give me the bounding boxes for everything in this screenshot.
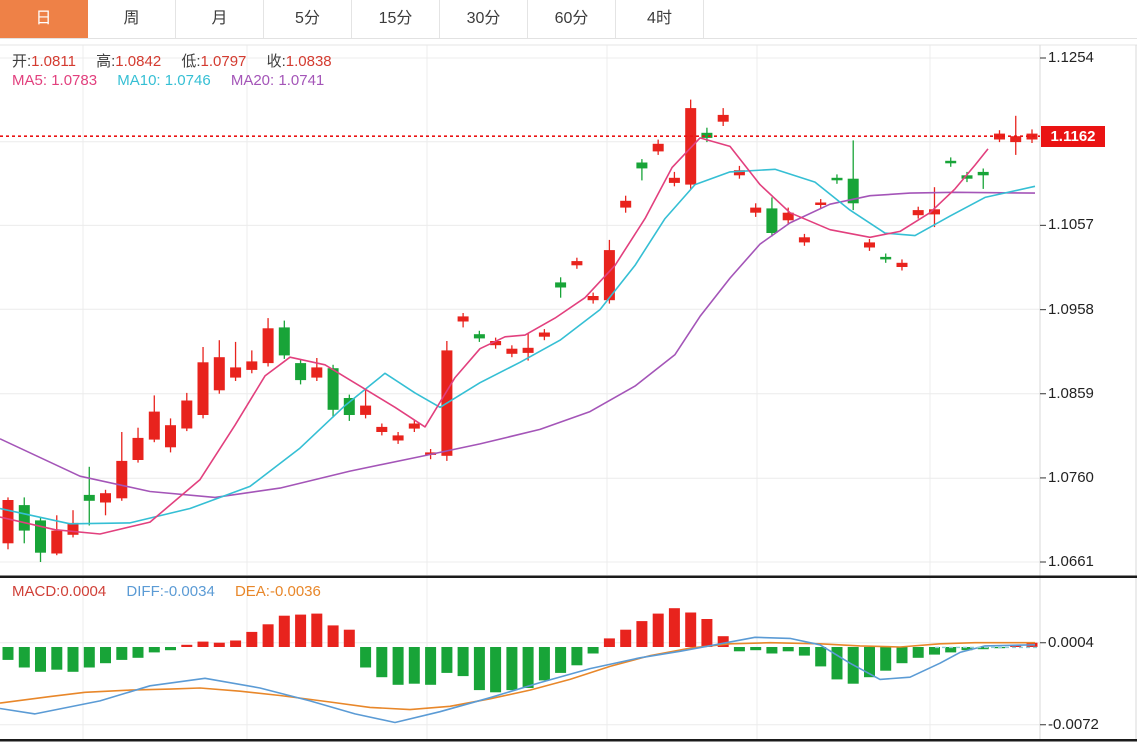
low-label: 低: bbox=[181, 53, 201, 70]
timeframe-tabbar: 日 周 月 5分 15分 30分 60分 4时 bbox=[0, 0, 1137, 39]
close-label: 收: bbox=[266, 53, 286, 70]
price-tick-label: 1.0859 bbox=[1048, 385, 1094, 402]
macd-histogram-layer bbox=[2, 608, 1038, 693]
macd-lines-layer bbox=[0, 636, 1040, 724]
tab-week[interactable]: 周 bbox=[88, 0, 176, 38]
tab-4hour[interactable]: 4时 bbox=[616, 0, 704, 38]
macd-label: MACD: bbox=[12, 583, 61, 600]
diff-value: -0.0034 bbox=[163, 583, 215, 600]
tab-month[interactable]: 月 bbox=[176, 0, 264, 38]
open-label: 开: bbox=[12, 53, 32, 70]
macd-tick-label: -0.0072 bbox=[1048, 716, 1099, 733]
macd-header: MACD:0.0004 DIFF:-0.0034 DEA:-0.0036 bbox=[12, 583, 337, 600]
panel-dividers bbox=[0, 575, 1137, 742]
macd-tick-label: 0.0004 bbox=[1048, 634, 1094, 651]
macd-value: 0.0004 bbox=[60, 583, 107, 600]
price-tick-label: 1.0661 bbox=[1048, 553, 1094, 570]
last-price-badge: 1.1162 bbox=[1041, 126, 1105, 147]
tab-30min[interactable]: 30分 bbox=[440, 0, 528, 38]
price-tick-label: 1.1254 bbox=[1048, 49, 1094, 66]
ohlc-header: 开:1.0811 高:1.0842 低:1.0797 收:1.0838 bbox=[12, 50, 348, 71]
tab-day[interactable]: 日 bbox=[0, 0, 88, 38]
dea-label: DEA: bbox=[234, 583, 270, 600]
price-tick-label: 1.0760 bbox=[1048, 469, 1094, 486]
open-value: 1.0811 bbox=[31, 53, 76, 70]
dea-value: -0.0036 bbox=[269, 583, 321, 600]
high-value: 1.0842 bbox=[115, 53, 162, 70]
ma5-label: MA5: bbox=[12, 72, 48, 89]
close-value: 1.0838 bbox=[285, 53, 332, 70]
ma10-value: 1.0746 bbox=[164, 72, 211, 89]
tab-60min[interactable]: 60分 bbox=[528, 0, 616, 38]
ma-header: MA5: 1.0783 MA10: 1.0746 MA20: 1.0741 bbox=[12, 72, 340, 89]
ma20-label: MA20: bbox=[230, 72, 275, 89]
price-tick-label: 1.0958 bbox=[1048, 301, 1094, 318]
price-tick-label: 1.1057 bbox=[1048, 216, 1094, 233]
diff-label: DIFF: bbox=[126, 583, 164, 600]
high-label: 高: bbox=[96, 53, 116, 70]
tab-5min[interactable]: 5分 bbox=[264, 0, 352, 38]
ma-lines-layer bbox=[0, 137, 1036, 535]
ma20-value: 1.0741 bbox=[278, 72, 325, 89]
low-value: 1.0797 bbox=[200, 53, 247, 70]
grid-layer bbox=[0, 44, 1137, 739]
axis-ticks bbox=[1040, 57, 1046, 726]
ma10-label: MA10: bbox=[117, 72, 161, 89]
tab-15min[interactable]: 15分 bbox=[352, 0, 440, 38]
ma5-value: 1.0783 bbox=[51, 72, 98, 89]
